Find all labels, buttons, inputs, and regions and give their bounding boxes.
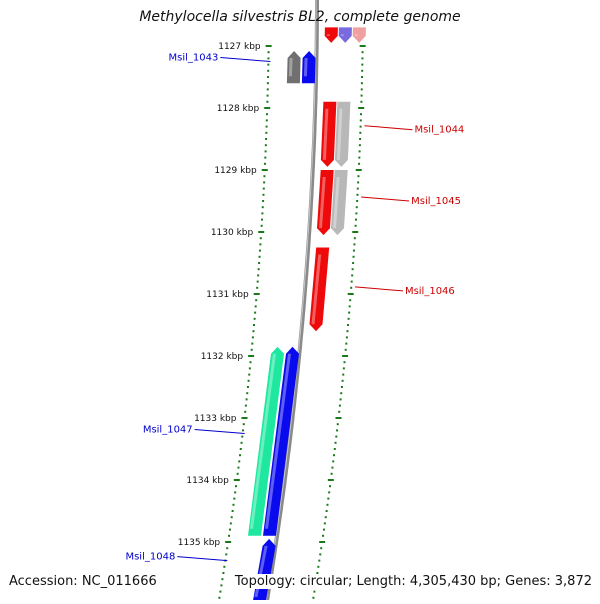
- gene-arrow-body: [263, 346, 299, 536]
- gene-label[interactable]: Msil_1048: [125, 552, 175, 563]
- gene-arrow-body: [334, 101, 351, 167]
- gene-arrow[interactable]: [317, 170, 334, 236]
- gene-arrow-body: [331, 170, 348, 236]
- kbp-label: 1127 kbp: [218, 42, 261, 52]
- gene-arrow-body: [286, 51, 301, 84]
- gene-arrow[interactable]: [334, 101, 351, 167]
- gene-arrow-body: [320, 101, 337, 167]
- gene-arrow[interactable]: [263, 346, 299, 536]
- gene-arrow-shine: [265, 353, 291, 529]
- gene-label[interactable]: Msil_1046: [405, 286, 455, 297]
- backbone-line: [265, 0, 319, 601]
- gene-arrow-shine: [340, 34, 344, 36]
- gene-arrow-shine: [319, 177, 326, 229]
- kbp-label: 1131 kbp: [206, 290, 249, 300]
- gene-arrow-shine: [333, 177, 340, 229]
- gene-label-leader: [361, 196, 410, 202]
- gene-arrow[interactable]: [301, 51, 316, 84]
- gene-arrow[interactable]: [309, 247, 330, 332]
- gene-arrow-body: [309, 247, 330, 332]
- gene-arrow-body: [317, 170, 334, 236]
- gene-arrow-body: [301, 51, 316, 84]
- gene-arrow[interactable]: [352, 27, 366, 43]
- gene-label-leader: [354, 286, 403, 292]
- kbp-label: 1130 kbp: [211, 228, 254, 238]
- gene-arrow-shine: [311, 254, 322, 325]
- gene-label[interactable]: Msil_1045: [411, 196, 461, 207]
- gene-arrow-body: [352, 27, 366, 43]
- topology-text: Topology: circular; Length: 4,305,430 bp…: [232, 574, 594, 589]
- gene-arrow-shine: [336, 108, 343, 160]
- gene-label[interactable]: Msil_1044: [414, 125, 464, 136]
- gene-arrow-shine: [288, 58, 293, 77]
- kbp-label: 1135 kbp: [178, 538, 221, 548]
- gene-label-leader: [364, 125, 413, 131]
- gene-arrow-shine: [303, 58, 308, 77]
- gene-label-leader: [177, 556, 228, 562]
- genome-backbone: [265, 0, 319, 601]
- kbp-label: 1128 kbp: [217, 104, 260, 114]
- gene-arrow[interactable]: [286, 51, 301, 84]
- gene-arrow-body: [324, 27, 338, 43]
- kbp-label: 1134 kbp: [186, 476, 229, 486]
- gene-features: [248, 27, 366, 604]
- gene-arrow-body: [338, 27, 352, 43]
- gene-arrow[interactable]: [324, 27, 338, 43]
- gene-arrow[interactable]: [338, 27, 352, 43]
- gene-arrow-shine: [322, 108, 329, 160]
- gene-label[interactable]: Msil_1047: [143, 425, 193, 436]
- gene-arrow[interactable]: [248, 346, 284, 536]
- gene-arrow-body: [248, 346, 284, 536]
- gene-arrow-shine: [250, 353, 276, 529]
- gene-arrow-shine: [326, 34, 330, 36]
- kbp-label: 1132 kbp: [201, 352, 244, 362]
- accession-text: Accession: NC_011666: [7, 574, 159, 589]
- map-title: Methylocella silvestris BL2, complete ge…: [139, 9, 461, 25]
- gene-arrow[interactable]: [331, 170, 348, 236]
- backbone-highlight: [265, 0, 317, 601]
- gene-arrow-shine: [354, 34, 358, 36]
- gene-labels: Msil_1043 Msil_1044 Msil_1045 Msil_1046 Msil…: [125, 53, 464, 563]
- gene-label-leader: [220, 57, 271, 62]
- gene-label[interactable]: Msil_1043: [169, 53, 219, 64]
- kbp-scale-labels: 1127 kbp 1128 kbp 1129 kbp 1130 kbp 1131 kbp…: [178, 42, 261, 548]
- inner-tick-ring: [218, 45, 272, 599]
- gene-arrow[interactable]: [320, 101, 337, 167]
- gene-label-leader: [194, 429, 245, 434]
- kbp-label: 1133 kbp: [194, 414, 237, 424]
- kbp-label: 1129 kbp: [214, 166, 257, 176]
